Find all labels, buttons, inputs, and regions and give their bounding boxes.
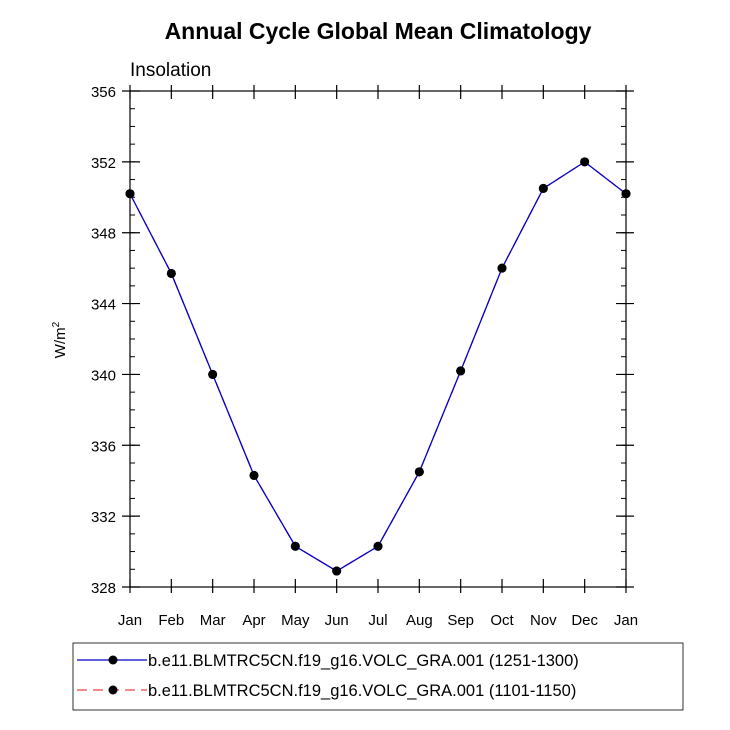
data-point	[208, 369, 218, 379]
x-tick-label: Feb	[158, 612, 184, 629]
data-point	[538, 183, 548, 193]
legend-entry-label: b.e11.BLMTRC5CN.f19_g16.VOLC_GRA.001 (11…	[148, 682, 576, 700]
legend-marker	[108, 685, 118, 695]
data-point	[414, 467, 424, 477]
x-tick-label: Dec	[571, 612, 598, 629]
data-point	[125, 189, 135, 199]
x-tick-label: Mar	[200, 612, 226, 629]
data-point	[580, 157, 590, 167]
y-tick-label: 344	[91, 297, 116, 314]
y-tick-label: 340	[91, 367, 116, 384]
data-point	[621, 189, 631, 199]
y-tick-label: 348	[91, 226, 116, 243]
series-line	[129, 161, 627, 572]
data-point	[249, 470, 259, 480]
x-tick-label: Oct	[490, 612, 514, 629]
data-point	[290, 541, 300, 551]
x-tick-label: Apr	[242, 612, 265, 629]
y-tick-label: 336	[91, 438, 116, 455]
y-tick-label: 332	[91, 509, 116, 526]
x-tick-label: Sep	[447, 612, 474, 629]
y-tick-label: 356	[91, 84, 116, 101]
x-tick-label: Jan	[614, 612, 638, 629]
y-tick-label: 352	[91, 155, 116, 172]
x-tick-label: Jan	[118, 612, 142, 629]
x-tick-label: Nov	[530, 612, 557, 629]
y-tick-label: 328	[91, 580, 116, 597]
data-point	[497, 263, 507, 273]
x-tick-label: Jun	[325, 612, 349, 629]
chart-subtitle: Insolation	[130, 60, 211, 81]
y-axis-label-text: W/m	[52, 327, 69, 358]
legend-marker	[108, 655, 118, 665]
x-tick-label: May	[281, 612, 310, 629]
x-tick-label: Aug	[406, 612, 433, 629]
data-point	[332, 566, 342, 576]
x-tick-label: Jul	[368, 612, 387, 629]
y-axis-label-superscript: 2	[51, 321, 62, 327]
data-point	[373, 541, 383, 551]
chart-title: Annual Cycle Global Mean Climatology	[165, 18, 592, 44]
y-axis-label: W/m2	[51, 321, 69, 358]
plot-area: 328 332 336 340 344 348 352 356 Jan Feb Mar Apr May J…	[91, 84, 638, 629]
legend-entry-label: b.e11.BLMTRC5CN.f19_g16.VOLC_GRA.001 (12…	[148, 652, 579, 670]
data-point	[456, 366, 466, 376]
legend-box	[72, 642, 684, 711]
svg-text:W/m2: W/m2	[51, 321, 69, 358]
legend: b.e11.BLMTRC5CN.f19_g16.VOLC_GRA.001 (12…	[72, 642, 684, 711]
data-point	[166, 268, 176, 278]
plot-frame	[129, 90, 627, 588]
series-line	[129, 161, 627, 572]
